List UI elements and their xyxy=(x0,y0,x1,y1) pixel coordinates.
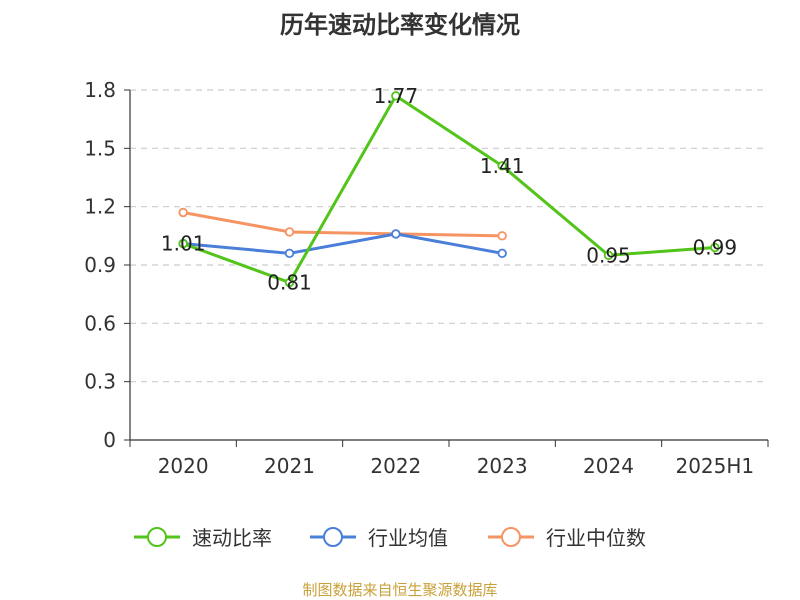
data-point xyxy=(178,207,188,218)
data-point xyxy=(497,231,507,241)
legend-label: 速动比率 xyxy=(192,526,272,550)
legend-swatch-marker xyxy=(147,527,167,547)
x-tick-label: 2021 xyxy=(264,454,315,478)
legend-label: 行业中位数 xyxy=(546,526,646,550)
data-label: 1.01 xyxy=(161,232,206,256)
grid xyxy=(130,89,768,383)
data-point xyxy=(391,229,401,239)
source-note: 制图数据来自恒生聚源数据库 xyxy=(302,581,497,599)
series-line-2 xyxy=(182,211,503,238)
y-tick-label: 0.3 xyxy=(84,370,116,394)
x-tick-label: 2020 xyxy=(158,454,209,478)
data-label: 0.95 xyxy=(586,243,631,267)
y-tick-label: 1.8 xyxy=(84,78,116,102)
data-point xyxy=(178,238,188,249)
data-labels: 1.01 0.81 1.77 1.41 0.95 0.99 xyxy=(161,84,737,295)
legend-swatch-marker xyxy=(501,527,521,547)
legend: 速动比率 行业均值 行业中位数 xyxy=(134,526,646,550)
data-point xyxy=(284,227,295,237)
data-label: 0.81 xyxy=(267,271,312,295)
data-label: 0.99 xyxy=(693,236,738,260)
data-point xyxy=(710,242,720,253)
y-tick-label: 0.9 xyxy=(84,253,116,277)
data-point xyxy=(603,250,614,260)
series-line-0 xyxy=(182,94,715,284)
legend-swatch-marker xyxy=(323,527,343,547)
axes: 0 0.3 0.6 0.9 1.2 1.5 1.8 2020 2021 2022 2023 2024 2… xyxy=(84,78,769,478)
y-tick-label: 0 xyxy=(103,428,116,452)
series-line-1 xyxy=(183,232,503,255)
y-tick-label: 0.6 xyxy=(84,311,116,335)
legend-label: 行业均值 xyxy=(368,526,448,550)
chart-title: 历年速动比率变化情况 xyxy=(280,11,520,39)
data-label: 1.41 xyxy=(480,154,525,178)
y-tick-label: 1.5 xyxy=(84,136,116,160)
x-tick-label: 2022 xyxy=(370,454,421,478)
y-tick-label: 1.2 xyxy=(84,195,116,219)
data-point xyxy=(284,248,295,259)
data-point xyxy=(497,248,507,259)
data-point xyxy=(497,161,507,171)
x-tick-label: 2024 xyxy=(583,454,634,478)
series-layer xyxy=(178,91,720,288)
data-point xyxy=(284,277,295,288)
x-tick-label: 2025H1 xyxy=(675,454,754,478)
data-point xyxy=(391,91,401,101)
x-tick-label: 2023 xyxy=(477,454,528,478)
data-label: 1.77 xyxy=(374,84,419,108)
